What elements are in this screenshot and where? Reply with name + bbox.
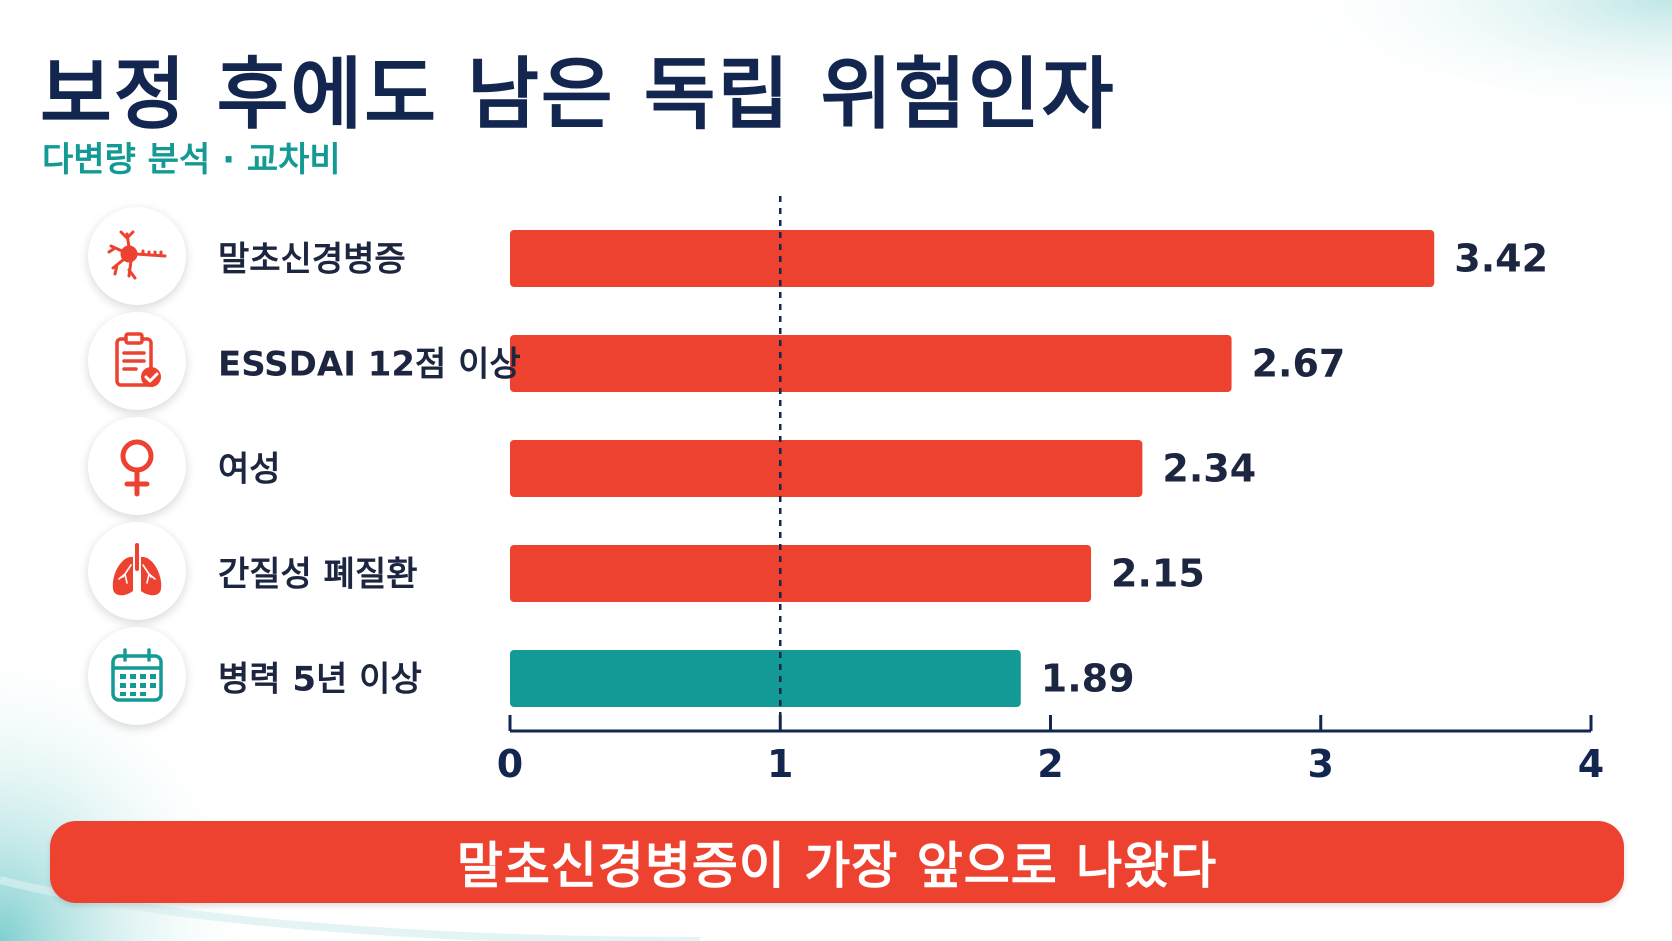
bar-4: [510, 650, 1021, 707]
x-tick-label-2: 2: [1037, 742, 1063, 786]
icon-badge: [88, 522, 186, 620]
row-label: 말초신경병증: [218, 239, 406, 280]
row-disease-duration: 병력 5년 이상: [88, 627, 508, 727]
banner-text: 말초신경병증이 가장 앞으로 나왔다: [456, 837, 1218, 895]
bar-3: [510, 545, 1092, 602]
row-label: 간질성 폐질환: [218, 554, 418, 595]
icon-badge: [88, 207, 186, 305]
neuron-icon: [107, 230, 167, 280]
conclusion-banner: 말초신경병증이 가장 앞으로 나왔다: [50, 821, 1624, 903]
row-female: 여성: [88, 417, 508, 517]
row-interstitial-lung-disease: 간질성 폐질환: [88, 522, 508, 622]
page-subtitle: 다변량 분석 · 교차비: [42, 140, 341, 180]
icon-badge: [88, 312, 186, 410]
bar-value-label-4: 1.89: [1041, 657, 1135, 701]
bar-0: [510, 230, 1435, 287]
row-essdai: ESSDAI 12점 이상: [88, 312, 521, 412]
row-label: ESSDAI 12점 이상: [218, 344, 521, 385]
row-label: 병력 5년 이상: [218, 659, 422, 700]
calendar-icon: [111, 648, 163, 702]
x-tick-label-4: 4: [1578, 742, 1604, 786]
row-label: 여성: [218, 449, 281, 490]
icon-badge: [88, 627, 186, 725]
clipboard-check-icon: [115, 332, 161, 387]
bar-value-label-0: 3.42: [1454, 237, 1548, 281]
page-title: 보정 후에도 남은 독립 위험인자: [40, 50, 1116, 140]
bar-value-label-2: 2.34: [1162, 447, 1256, 491]
lungs-icon: [112, 543, 162, 596]
x-tick-label-3: 3: [1308, 742, 1334, 786]
row-peripheral-neuropathy: 말초신경병증: [88, 207, 508, 307]
bar-1: [510, 335, 1232, 392]
bar-value-label-3: 2.15: [1111, 552, 1205, 596]
female-symbol-icon: [120, 439, 154, 497]
x-tick-label-0: 0: [497, 742, 523, 786]
bar-value-label-1: 2.67: [1252, 342, 1346, 386]
icon-badge: [88, 417, 186, 515]
x-tick-label-1: 1: [767, 742, 793, 786]
bar-2: [510, 440, 1143, 497]
